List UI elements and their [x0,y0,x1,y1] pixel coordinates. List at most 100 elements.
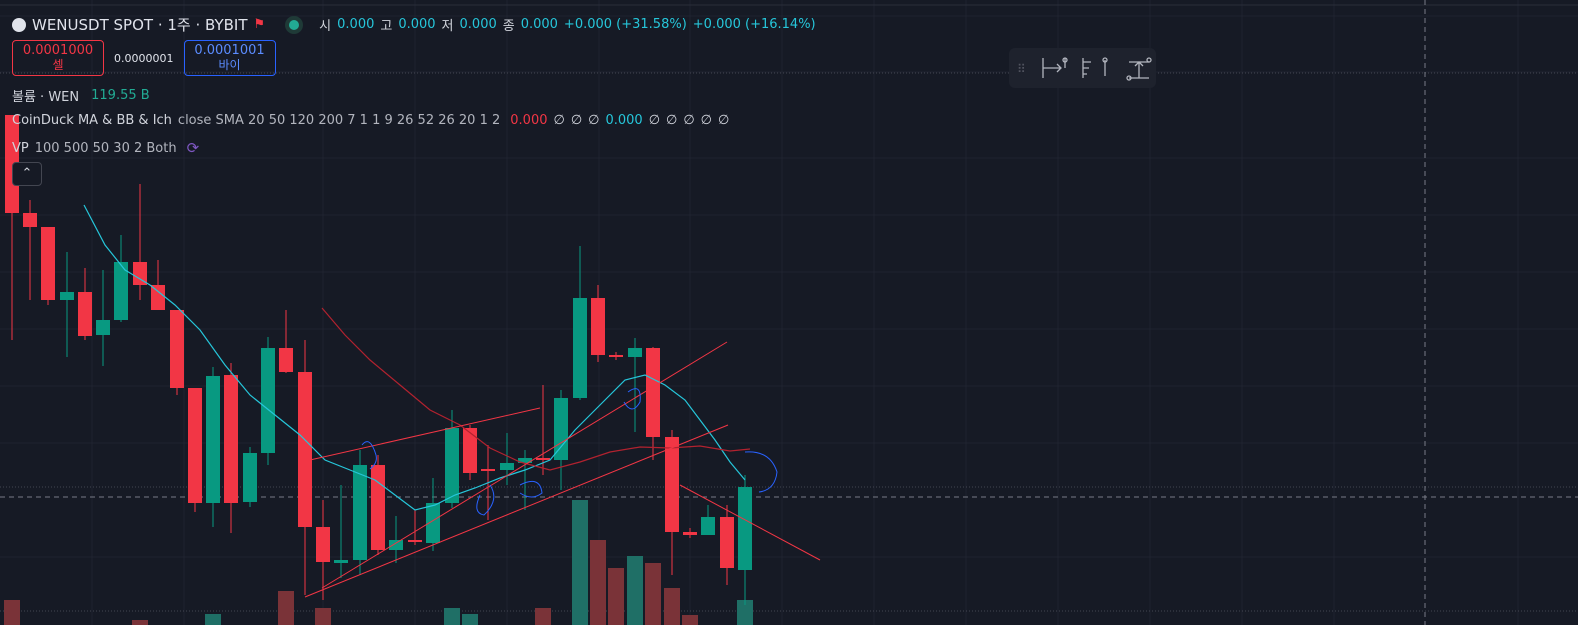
indicator-value: ∅ [666,113,678,128]
indicator-value: ∅ [718,113,730,128]
symbol-icon [12,17,26,32]
drawing-toolbar: ⠿ [1009,48,1156,88]
ohlc-close: 0.000 [520,17,558,32]
legend-header: WENUSDT SPOT · 1주 · BYBIT ⚑ 시 0.000 고 0.00… [12,14,816,35]
volume-bar [205,614,221,625]
volume-bar [572,500,588,625]
candle-body [518,458,532,463]
drawing [623,388,641,410]
status-dot [289,19,300,30]
volume-row: 볼륨 · WEN 119.55 B [12,86,150,105]
candle-body [261,348,275,453]
candle-body [60,292,74,300]
sell-price: 0.0001000 [22,43,94,58]
vp-name[interactable]: VP [12,140,29,156]
indicator-value: ∅ [648,113,661,128]
indicator-value: 0.000 [605,113,643,128]
indicator-name[interactable]: CoinDuck MA & BB & Ich [12,113,172,128]
candle-body [646,348,660,437]
candle-body [316,527,330,562]
candle-body [151,285,165,310]
candle-body [389,540,403,550]
candle-body [170,310,184,388]
indicator-value: ∅ [700,113,712,128]
candle-body [554,398,568,460]
volume-bar [627,556,643,625]
drawing [361,441,377,470]
tool-range[interactable] [1042,58,1066,78]
vp-row: VP 100 500 50 30 2 Both ⟳ [12,139,199,157]
candle-body [481,469,495,471]
candle-body [500,463,514,470]
flag[interactable]: ⚑ [253,17,266,32]
candle-body [408,540,422,542]
candle-body [701,517,715,535]
tool-price[interactable] [1129,61,1149,79]
volume-bar [682,615,698,625]
candle-body [591,298,605,355]
ohlc-open-label: 시 [319,19,332,34]
candle-body [243,453,257,502]
candle-body [738,487,752,570]
volume-bar [462,614,478,625]
indicator-value: 0.000 [510,113,548,128]
candle-body [334,560,348,563]
candle-body [298,372,312,527]
volume-value: 119.55 B [91,88,150,103]
candle-body [683,532,697,535]
volume-bar [608,568,624,625]
sell-label: 셀 [52,58,64,72]
candle-body [133,262,147,285]
buy-price: 0.0001001 [194,43,265,58]
candle-body [114,262,128,320]
volume-bar [315,608,331,625]
candle-body [96,320,110,335]
ohlc-close-label: 종 [502,19,515,34]
indicator-value: ∅ [570,113,583,128]
ohlc-low-label: 저 [441,19,454,34]
volume-bar [535,608,551,625]
candle-body [573,298,587,398]
buy-button[interactable]: 0.0001001 바이 [183,40,276,76]
candle-body [445,428,459,503]
candle-body [78,292,92,336]
volume-bar [590,540,606,625]
candle-body [720,517,734,568]
indicator-value: ∅ [683,113,695,128]
trend-line [321,341,728,589]
spread: 0.0000001 [114,51,174,65]
buy-label: 바이 [218,58,241,72]
indicator-row: CoinDuck MA & BB & Ich close SMA 20 50 1… [12,113,729,128]
change: +0.000 (+31.58%) [563,17,687,32]
trend-line [304,424,729,598]
candle-body [23,213,37,227]
drawing [744,451,778,493]
candle-body [41,227,55,300]
ohlc-open: 0.000 [337,17,375,32]
indicator-value: ∅ [553,113,565,128]
sell-button[interactable]: 0.0001000 셀 [12,40,104,76]
drawing [519,480,543,498]
candle-body [628,348,642,357]
candle-body [188,388,202,503]
volume-bar [737,600,753,625]
volume-bar [4,600,20,625]
candle-body [353,465,367,560]
candle-body [224,375,238,503]
grip: ⠿ [1017,62,1026,76]
candle-body [665,437,679,532]
tool-bars[interactable] [1082,58,1106,78]
ma-fast [83,204,746,511]
drawing [476,484,495,516]
collapse-button[interactable]: ⌃ [12,162,42,186]
candle-body [279,348,293,372]
candle-body [206,376,220,503]
change-alt: +0.000 (+16.14%) [692,17,816,32]
vp-icon[interactable]: ⟳ [186,139,200,157]
symbol[interactable]: WENUSDT SPOT · 1주 · BYBIT [32,16,248,34]
candle-body [536,458,550,460]
ohlc-high-label: 고 [380,19,393,34]
volume-bar [645,563,661,625]
trend-line [309,407,541,461]
